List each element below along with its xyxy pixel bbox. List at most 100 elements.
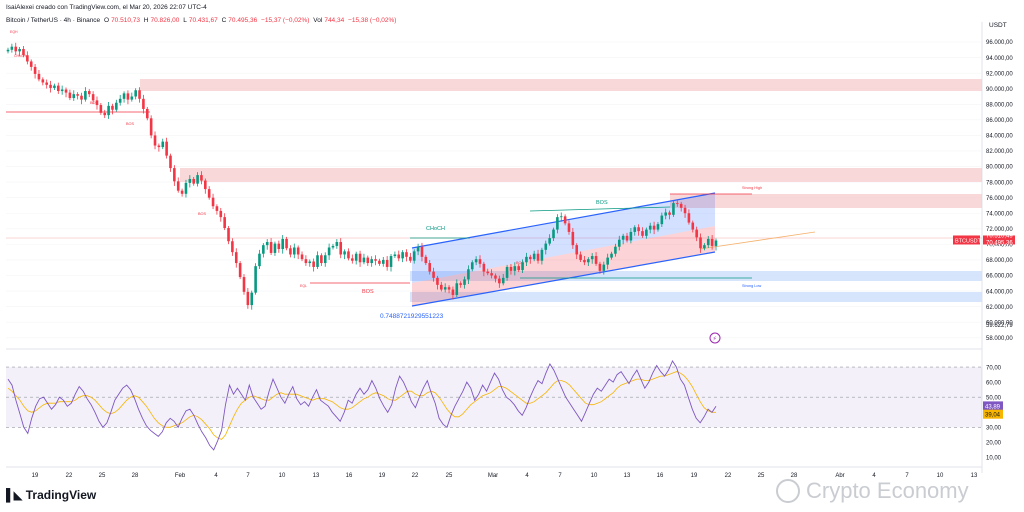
price-tick-label: 58.000,00 (986, 336, 1013, 342)
x-tick-label: 22 (66, 473, 73, 479)
candle-body (490, 273, 493, 276)
x-tick-label: 22 (725, 473, 732, 479)
candle-body (424, 256, 428, 264)
x-tick-label: Abr (835, 473, 844, 479)
candle-body (111, 105, 114, 110)
candle-body (494, 275, 497, 279)
candle-body (525, 256, 528, 263)
candle-body (645, 229, 648, 236)
candle-body (14, 46, 18, 52)
candle-body (583, 259, 586, 263)
x-tick-label: 10 (591, 473, 598, 479)
candle-body (571, 231, 575, 246)
candle-body (498, 278, 501, 284)
candle-body (405, 252, 408, 257)
candle-body (99, 105, 103, 113)
candle-body (91, 94, 95, 101)
candle-body (683, 207, 687, 214)
candle-body (68, 92, 72, 99)
candle-body (269, 242, 273, 253)
demand-zone-lower (410, 292, 982, 302)
candle-body (482, 263, 486, 272)
candle-body (528, 256, 532, 260)
high-value: 70.826,00 (150, 17, 180, 24)
candle-body (300, 254, 304, 260)
low-label: L (183, 17, 187, 24)
candle-body (320, 255, 323, 264)
candle-body (339, 242, 343, 255)
candle-body (277, 243, 281, 250)
candle-body (223, 217, 226, 229)
strong-low-label: Strong Low (742, 284, 761, 288)
candle-body (513, 266, 517, 271)
rsi-tick-label: 60,00 (986, 380, 1002, 386)
candle-body (118, 98, 122, 103)
candle-body (617, 239, 621, 247)
candle-body (219, 210, 223, 218)
candle-body (521, 262, 524, 271)
candle-body (76, 94, 79, 96)
candle-body (207, 189, 211, 198)
rsi-tick-label: 20,00 (986, 441, 1002, 447)
candle-body (312, 261, 315, 267)
candle-body (126, 93, 130, 100)
candle-body (138, 90, 141, 99)
demand-zone-upper (410, 271, 982, 281)
candle-body (621, 235, 625, 240)
candle-body (351, 258, 354, 261)
price-tick-label: 78.000,00 (986, 180, 1013, 186)
symbol-tag: BTCUSDT (955, 238, 982, 244)
candle-body (149, 118, 153, 136)
price-tick-label: 96.000,00 (986, 40, 1013, 46)
price-tick-label: 66.000,00 (986, 274, 1013, 280)
candle-body (180, 190, 184, 194)
candle-body (706, 238, 710, 246)
candle-body (587, 259, 590, 263)
candle-body (556, 217, 559, 230)
candle-body (594, 256, 598, 264)
candle-body (173, 168, 176, 182)
x-tick-label: Mar (488, 473, 498, 479)
currency-label: USDT (989, 22, 1007, 29)
close-label: C (221, 17, 227, 24)
candle-body (714, 240, 718, 246)
tradingview-brand: TradingView (25, 488, 97, 502)
candle-body (254, 266, 257, 293)
candle-body (258, 253, 261, 267)
candle-body (710, 238, 714, 246)
candle-body (440, 284, 443, 290)
candle-body (370, 259, 373, 264)
candle-body (385, 259, 389, 267)
candle-body (563, 216, 567, 224)
candle-body (80, 95, 83, 100)
candle-body (668, 212, 671, 215)
candle-body (637, 227, 640, 232)
candle-body (134, 90, 137, 97)
candle-body (540, 249, 544, 261)
candle-body (227, 228, 230, 242)
volume-value: 744,34 (324, 17, 345, 24)
candle-body (602, 264, 606, 271)
candle-body (625, 235, 629, 241)
chart-creator-note: IsaiAlexei creado con TradingView.com, e… (6, 4, 207, 11)
candle-body (262, 245, 265, 254)
candle-body (122, 93, 126, 99)
x-tick-label: 19 (691, 473, 698, 479)
channel-lower-half (412, 226, 715, 306)
candle-body (29, 61, 33, 67)
price-tick-label: 72.000,00 (986, 227, 1013, 233)
candle-body (416, 246, 420, 252)
candle-body (18, 49, 21, 52)
candle-body (532, 253, 536, 260)
price-tick-label: 88.000,00 (986, 102, 1013, 108)
candle-body (60, 89, 64, 92)
price-tick-label: 70.000,00 (986, 243, 1013, 249)
channel-top-line (411, 192, 716, 249)
price-tick-label: 76.000,00 (986, 196, 1013, 202)
x-tick-label: 22 (412, 473, 419, 479)
candle-body (641, 231, 644, 236)
candle-body (552, 229, 555, 239)
candle-body (281, 238, 284, 250)
candle-body (347, 251, 350, 259)
